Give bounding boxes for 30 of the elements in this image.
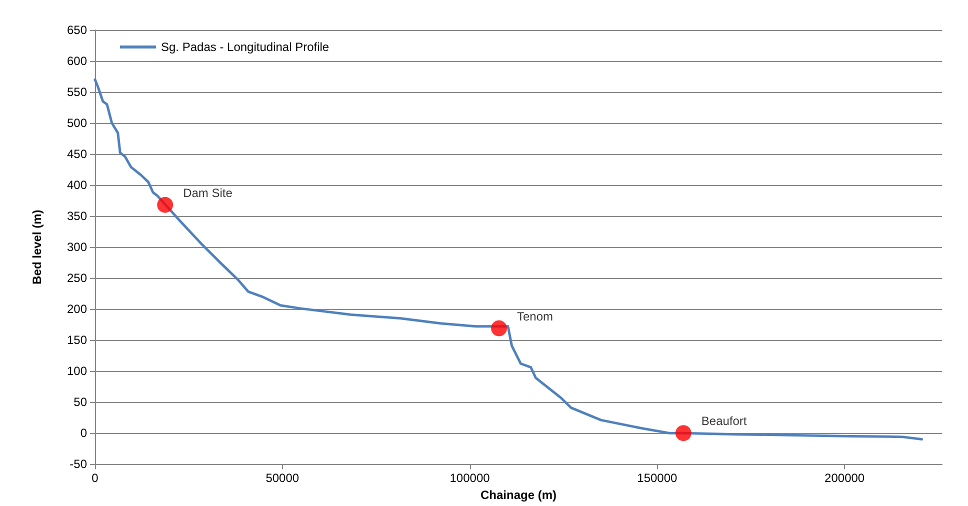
x-tick-label: 50000 — [266, 471, 300, 486]
y-tick-label: 600 — [66, 54, 88, 68]
y-tick-label: 500 — [66, 116, 88, 130]
y-tick-label: 150 — [66, 333, 88, 348]
y-tick-label: 100 — [66, 364, 88, 378]
x-tick-label: 200000 — [824, 471, 865, 486]
x-tick-label: 0 — [92, 471, 99, 486]
y-tick-label: 550 — [66, 85, 88, 100]
x-tick-label: 150000 — [637, 471, 678, 486]
y-tick-label: 350 — [66, 209, 88, 224]
legend-label: Sg. Padas - Longitudinal Profile — [161, 40, 330, 54]
y-axis-title: Bed level (m) — [30, 210, 44, 284]
point — [675, 425, 692, 442]
y-tick-label: -50 — [70, 457, 88, 472]
annotation: Dam Site — [183, 186, 233, 200]
y-tick-label: 0 — [80, 426, 88, 440]
x-tick-label: 100000 — [450, 471, 490, 486]
line-series — [94, 78, 924, 441]
y-tick-label: 650 — [66, 23, 88, 37]
y-tick-label: 50 — [74, 395, 88, 410]
y-tick-label: 250 — [66, 271, 88, 286]
y-tick-label: 300 — [66, 240, 88, 254]
y-tick-label: 450 — [66, 147, 88, 162]
annotation: Tenom — [517, 309, 554, 324]
x-axis-title: Chainage (m) — [480, 488, 557, 502]
point — [491, 320, 508, 336]
annotation: Beaufort — [701, 414, 748, 428]
y-tick-label: 200 — [66, 302, 88, 316]
point — [157, 196, 174, 213]
y-tick-label: 400 — [66, 178, 88, 192]
